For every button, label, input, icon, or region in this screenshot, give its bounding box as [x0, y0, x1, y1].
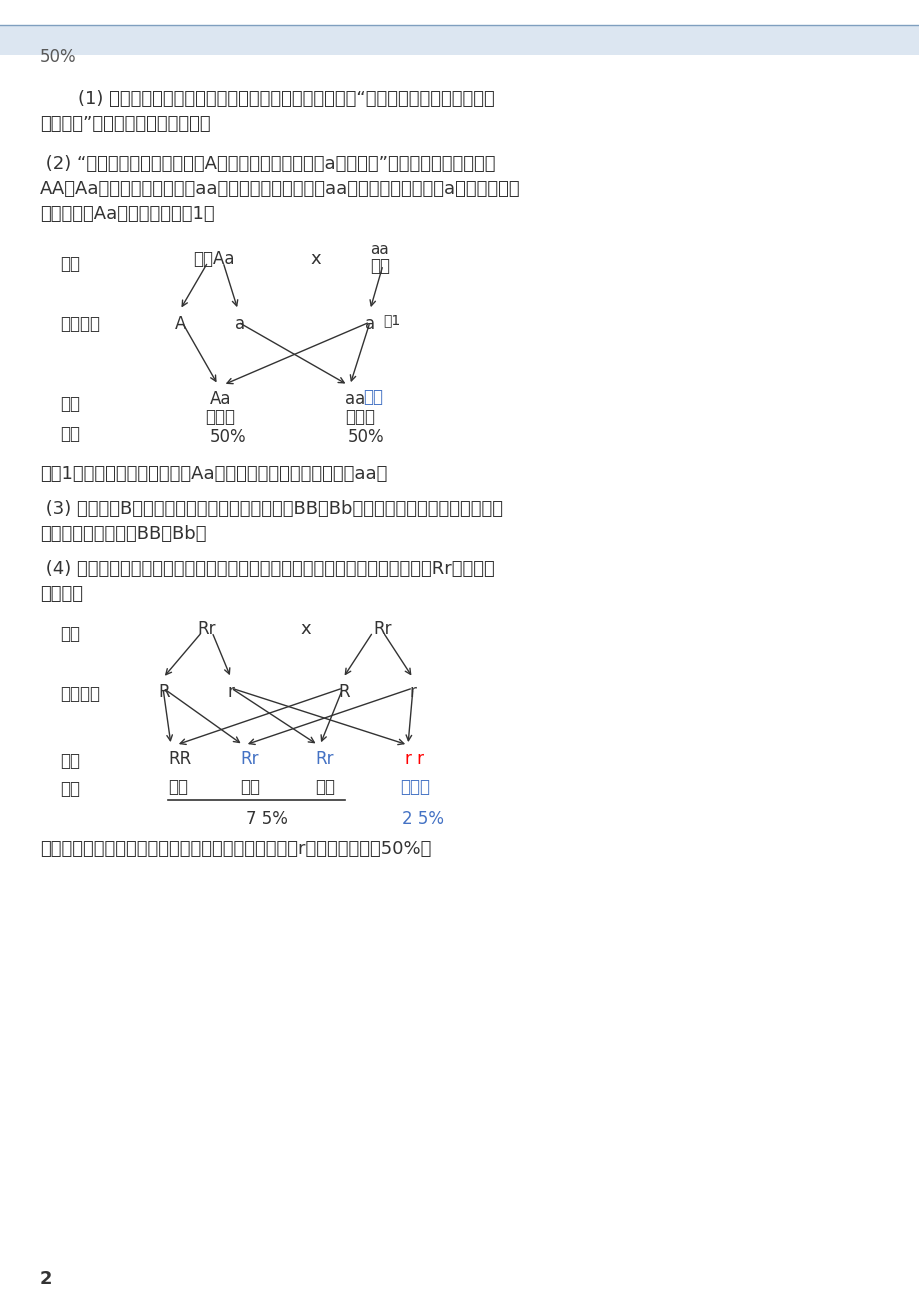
Text: a: a [234, 315, 244, 334]
Text: x: x [300, 620, 311, 638]
Text: 7 5%: 7 5% [245, 810, 288, 827]
Text: 手、肤色”在生物学上统称为性状。: 手、肤色”在生物学上统称为性状。 [40, 115, 210, 133]
Text: (4) 正常亲代生出有白化病的子代，说明亲代均为白化病基因携带者，基因型为Rr，遗传图: (4) 正常亲代生出有白化病的子代，说明亲代均为白化病基因携带者，基因型为Rr，… [40, 560, 494, 579]
Text: 2 5%: 2 5% [402, 810, 444, 827]
Text: Rr: Rr [197, 620, 215, 638]
Text: 正常: 正常 [240, 778, 260, 796]
Text: 亲代: 亲代 [60, 625, 80, 642]
Text: 明父亲的基因组成为BB或Bb。: 明父亲的基因组成为BB或Bb。 [40, 525, 206, 543]
Text: 单眼皮: 单眼皮 [345, 408, 375, 426]
Text: 由图可知该夫妇生一个表现正常但含有白化病隐性基因r的孩子的概率是50%。: 由图可知该夫妇生一个表现正常但含有白化病隐性基因r的孩子的概率是50%。 [40, 840, 431, 857]
Text: 小明: 小明 [363, 388, 382, 407]
Text: r: r [228, 683, 234, 701]
Text: aa: aa [369, 242, 389, 257]
Text: 图1: 图1 [382, 313, 400, 327]
Text: A: A [175, 315, 187, 334]
Text: x: x [310, 250, 321, 268]
Text: R: R [337, 683, 349, 701]
Text: 性状: 性状 [60, 425, 80, 443]
Text: (3) 显性基因B控制惯用右手的性状，基因组成为BB和Bb的个体表现型为惯用右手，故小: (3) 显性基因B控制惯用右手的性状，基因组成为BB和Bb的个体表现型为惯用右手… [40, 500, 503, 519]
Text: 父亲Aa: 父亲Aa [193, 250, 234, 268]
Text: Rr: Rr [314, 751, 333, 767]
Text: (2) “假设控制双眼皮的基因（A）相对于单眼皮基因（a）为显性”，则双眼皮的基因型是: (2) “假设控制双眼皮的基因（A）相对于单眼皮基因（a）为显性”，则双眼皮的基… [40, 155, 495, 173]
Bar [0, 25, 919, 55]
Text: r r: r r [404, 751, 424, 767]
Text: 正常: 正常 [314, 778, 335, 796]
Text: 50%: 50% [210, 427, 246, 446]
Text: RR: RR [168, 751, 191, 767]
Text: 从图1看出，父亲的基因组成是Aa；儿子（小明）的基因组成为aa。: 从图1看出，父亲的基因组成是Aa；儿子（小明）的基因组成为aa。 [40, 465, 387, 483]
Text: R: R [158, 683, 169, 701]
Text: Rr: Rr [372, 620, 391, 638]
Text: a: a [365, 315, 375, 334]
Text: 50%: 50% [347, 427, 384, 446]
Text: 50%: 50% [40, 48, 76, 66]
Text: AA或Aa，单眼皮的基因型是aa。父亲遗传给单眼皮（aa）小明的基因一定是a，因此父亲的: AA或Aa，单眼皮的基因型是aa。父亲遗传给单眼皮（aa）小明的基因一定是a，因… [40, 180, 520, 198]
Text: (1) 生物体的形态特征、生理特征和行为方式叫做性状，“人的眼睛、酒窝、惯用左右: (1) 生物体的形态特征、生理特征和行为方式叫做性状，“人的眼睛、酒窝、惯用左右 [55, 90, 494, 108]
Text: 母亲: 母亲 [369, 257, 390, 275]
Text: 白化病: 白化病 [400, 778, 429, 796]
Text: 子代: 子代 [60, 395, 80, 413]
Text: 解如下：: 解如下： [40, 585, 83, 603]
Text: 正常: 正常 [168, 778, 187, 796]
Text: aa: aa [345, 390, 365, 408]
Text: 双眼皮: 双眼皮 [205, 408, 234, 426]
Text: 生殖细胞: 生殖细胞 [60, 315, 100, 334]
Text: 子代: 子代 [60, 752, 80, 770]
Text: 2: 2 [40, 1270, 52, 1287]
Text: r: r [410, 683, 416, 701]
Text: 基因组成为Aa，遗传图解如图1：: 基因组成为Aa，遗传图解如图1： [40, 205, 214, 223]
Text: 性状: 性状 [60, 780, 80, 797]
Text: 生殖细胞: 生殖细胞 [60, 685, 100, 704]
Text: Rr: Rr [240, 751, 258, 767]
Text: 亲代: 亲代 [60, 255, 80, 274]
Text: Aa: Aa [210, 390, 232, 408]
